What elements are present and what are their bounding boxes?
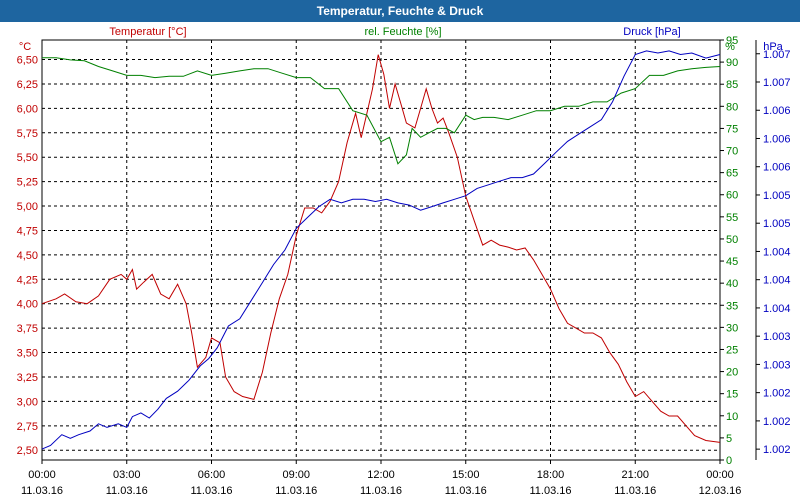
temp-tick-label: 3,50 (17, 348, 38, 360)
press-tick-label: 1.004 (763, 246, 791, 258)
press-legend-label: Druck [hPa] (623, 26, 680, 38)
temp-tick-label: 4,75 (17, 225, 38, 237)
x-tick-time-label: 18:00 (537, 469, 565, 481)
x-tick-date-label: 12.03.16 (699, 485, 742, 497)
x-tick-time-label: 00:00 (28, 469, 56, 481)
press-tick-label: 1.002 (763, 444, 791, 456)
hum-tick-label: 55 (726, 212, 738, 224)
hum-tick-label: 95 (726, 35, 738, 47)
hum-tick-label: 85 (726, 79, 738, 91)
hum-tick-label: 70 (726, 146, 738, 158)
temp-unit-label: °C (19, 41, 31, 53)
temp-tick-label: 4,25 (17, 274, 38, 286)
x-tick-time-label: 00:00 (706, 469, 734, 481)
hum-unit-label: % (725, 41, 735, 53)
press-tick-label: 1.005 (763, 218, 791, 230)
x-tick-date-label: 11.03.16 (445, 485, 487, 497)
press-tick-label: 1.003 (763, 359, 791, 371)
hum-legend-label: rel. Feuchte [%] (364, 26, 441, 38)
press-unit-label: hPa (763, 41, 783, 53)
temp-tick-label: 6,50 (17, 55, 38, 67)
press-tick-label: 1.004 (763, 275, 791, 287)
temp-tick-label: 5,25 (17, 177, 38, 189)
x-tick-date-label: 11.03.16 (614, 485, 656, 497)
hum-tick-label: 90 (726, 57, 738, 69)
temp-tick-label: 5,00 (17, 201, 38, 213)
x-tick-date-label: 11.03.16 (275, 485, 317, 497)
x-tick-date-label: 11.03.16 (529, 485, 571, 497)
press-tick-label: 1.006 (763, 162, 791, 174)
series-line-press (41, 50, 721, 450)
x-tick-time-label: 03:00 (113, 469, 141, 481)
hum-tick-label: 45 (726, 256, 738, 268)
temp-tick-label: 6,25 (17, 79, 38, 91)
x-tick-time-label: 09:00 (282, 469, 310, 481)
hum-tick-label: 20 (726, 367, 738, 379)
hum-tick-label: 65 (726, 168, 738, 180)
press-tick-label: 1.002 (763, 388, 791, 400)
hum-tick-label: 40 (726, 278, 738, 290)
temp-tick-label: 3,25 (17, 372, 38, 384)
temp-tick-label: 5,75 (17, 128, 38, 140)
x-tick-time-label: 15:00 (452, 469, 480, 481)
series-line-hum (42, 57, 721, 165)
hum-tick-label: 35 (726, 300, 738, 312)
hum-tick-label: 75 (726, 123, 738, 135)
x-tick-date-label: 11.03.16 (360, 485, 402, 497)
x-tick-date-label: 11.03.16 (190, 485, 232, 497)
temp-tick-label: 4,00 (17, 299, 38, 311)
x-tick-date-label: 11.03.16 (21, 485, 63, 497)
hum-tick-label: 5 (726, 433, 732, 445)
press-tick-label: 1.007 (763, 49, 791, 61)
press-tick-label: 1.004 (763, 303, 791, 315)
temp-tick-label: 2,75 (17, 421, 38, 433)
hum-tick-label: 60 (726, 190, 738, 202)
temp-legend-label: Temperatur [°C] (109, 26, 186, 38)
hum-tick-label: 15 (726, 389, 738, 401)
chart-title: Temperatur, Feuchte & Druck (0, 0, 800, 22)
temp-tick-label: 4,50 (17, 250, 38, 262)
series-line-temp (41, 54, 721, 443)
temp-tick-label: 3,75 (17, 323, 38, 335)
press-tick-label: 1.007 (763, 77, 791, 89)
press-tick-label: 1.005 (763, 190, 791, 202)
x-tick-time-label: 21:00 (621, 469, 649, 481)
temp-tick-label: 2,50 (17, 445, 38, 457)
hum-tick-label: 0 (726, 455, 732, 467)
hum-tick-label: 50 (726, 234, 738, 246)
press-tick-label: 1.006 (763, 133, 791, 145)
hum-tick-label: 80 (726, 101, 738, 113)
temp-tick-label: 3,00 (17, 396, 38, 408)
hum-tick-label: 25 (726, 344, 738, 356)
temp-tick-label: 6,00 (17, 103, 38, 115)
x-tick-time-label: 06:00 (198, 469, 226, 481)
x-tick-time-label: 12:00 (367, 469, 395, 481)
temp-tick-label: 5,50 (17, 152, 38, 164)
press-tick-label: 1.003 (763, 331, 791, 343)
press-tick-label: 1.002 (763, 416, 791, 428)
x-tick-date-label: 11.03.16 (106, 485, 148, 497)
hum-tick-label: 30 (726, 322, 738, 334)
press-tick-label: 1.006 (763, 105, 791, 117)
hum-tick-label: 10 (726, 411, 738, 423)
